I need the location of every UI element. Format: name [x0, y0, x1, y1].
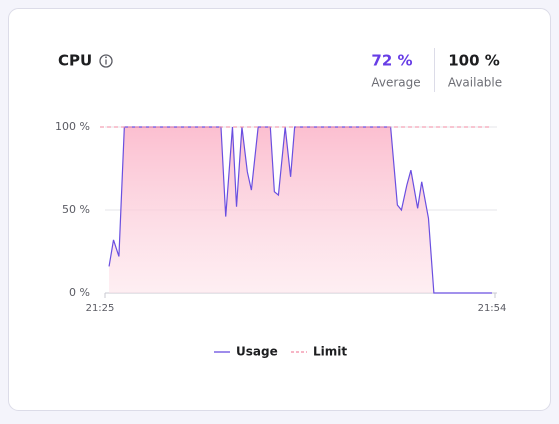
legend-label: Limit — [313, 345, 347, 359]
average-label: Average — [371, 76, 420, 90]
average-value: 72 % — [371, 52, 412, 70]
card-title: CPU — [58, 52, 92, 70]
x-tick-label: 21:25 — [86, 303, 115, 314]
usage-area — [109, 127, 492, 293]
legend: Usage Limit — [214, 345, 347, 359]
y-tick-label: 50 % — [62, 203, 90, 216]
legend-label: Usage — [236, 345, 278, 359]
info-icon[interactable] — [99, 54, 113, 68]
available-label: Available — [448, 76, 502, 90]
usage-line — [108, 126, 492, 294]
available-value: 100 % — [448, 52, 500, 70]
x-tick-label: 21:54 — [478, 303, 507, 314]
plot: 0 % 50 % 100 % 21:25 21:54 — [55, 120, 506, 314]
y-tick-label: 0 % — [69, 286, 90, 299]
y-tick-label: 100 % — [55, 120, 90, 133]
